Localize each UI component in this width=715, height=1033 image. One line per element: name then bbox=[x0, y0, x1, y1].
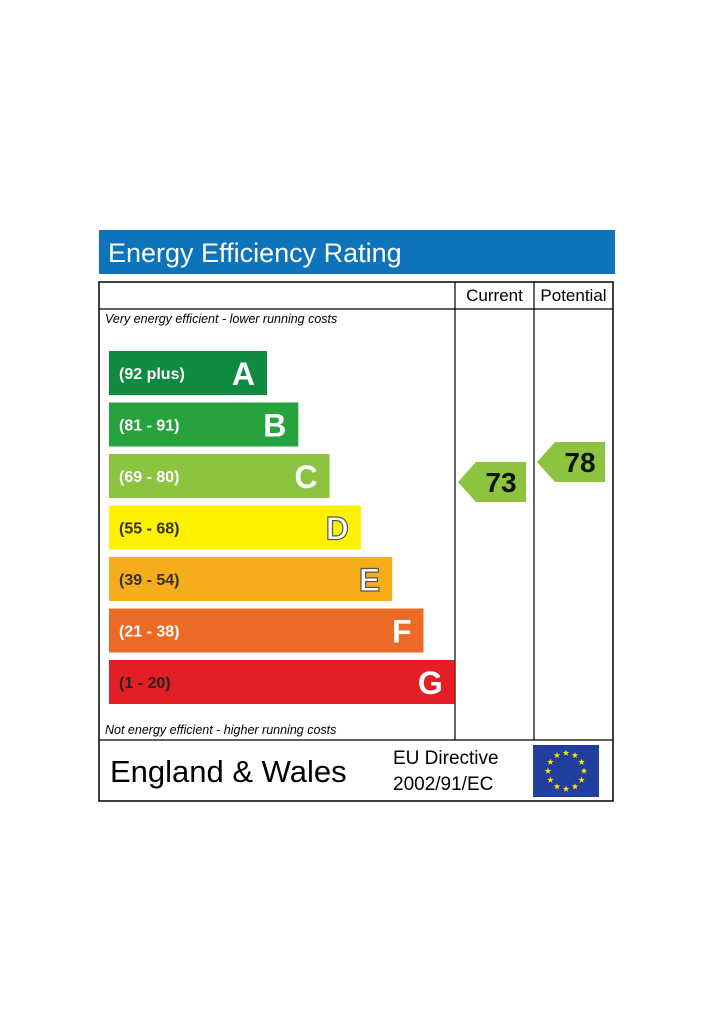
eu-star bbox=[562, 749, 570, 756]
region-label: England & Wales bbox=[110, 754, 347, 789]
band-d bbox=[109, 505, 361, 550]
eu-flag-stars bbox=[544, 749, 588, 792]
eu-star bbox=[578, 758, 585, 765]
current-rating-value: 73 bbox=[485, 467, 516, 498]
potential-column-header: Potential bbox=[540, 286, 606, 305]
band-b-range: (81 - 91) bbox=[119, 418, 179, 435]
potential-rating-arrow bbox=[537, 442, 605, 482]
potential-rating-value: 78 bbox=[564, 447, 595, 478]
eu-star bbox=[571, 783, 579, 790]
band-a-letter: A bbox=[232, 356, 255, 392]
band-e-letter: E bbox=[359, 562, 380, 598]
eu-star bbox=[547, 758, 554, 765]
band-c-letter: C bbox=[294, 459, 317, 495]
band-f bbox=[109, 608, 424, 653]
band-f-letter: F bbox=[392, 614, 412, 650]
current-rating-arrow bbox=[458, 462, 526, 502]
top-caption: Very energy efficient - lower running co… bbox=[105, 312, 337, 326]
rating-bands: (92 plus) A (81 - 91) B (69 - 80) C (55 - 68) D… bbox=[109, 351, 455, 704]
eu-star bbox=[547, 776, 554, 783]
eu-star bbox=[562, 785, 570, 792]
band-g bbox=[109, 660, 455, 704]
band-a bbox=[109, 351, 267, 395]
eu-star bbox=[553, 752, 561, 759]
band-c-range: (69 - 80) bbox=[119, 469, 179, 486]
band-d-range: (55 - 68) bbox=[119, 521, 179, 538]
band-e bbox=[109, 557, 393, 601]
eu-star bbox=[544, 767, 552, 774]
band-g-range: (1 - 20) bbox=[119, 675, 171, 692]
eu-flag-icon bbox=[533, 745, 599, 797]
band-a-range: (92 plus) bbox=[119, 366, 185, 383]
rating-arrows: 73 78 bbox=[458, 442, 605, 502]
directive-line-2: 2002/91/EC bbox=[393, 774, 493, 795]
band-c bbox=[109, 454, 330, 498]
chart-title: Energy Efficiency Rating bbox=[108, 238, 402, 268]
band-b bbox=[109, 402, 299, 447]
eu-star bbox=[578, 776, 585, 783]
band-b-letter: B bbox=[263, 408, 286, 444]
directive-line-1: EU Directive bbox=[393, 748, 499, 769]
band-f-range: (21 - 38) bbox=[119, 624, 179, 641]
chart-frame bbox=[98, 281, 614, 802]
eu-star bbox=[571, 752, 579, 759]
current-column-header: Current bbox=[466, 286, 523, 305]
title-bar bbox=[99, 230, 615, 274]
eu-star bbox=[580, 767, 588, 774]
band-g-letter: G bbox=[418, 665, 443, 701]
bottom-caption: Not energy efficient - higher running co… bbox=[105, 723, 336, 737]
band-d-letter: D bbox=[326, 511, 349, 547]
band-e-range: (39 - 54) bbox=[119, 572, 179, 589]
eu-star bbox=[553, 783, 561, 790]
